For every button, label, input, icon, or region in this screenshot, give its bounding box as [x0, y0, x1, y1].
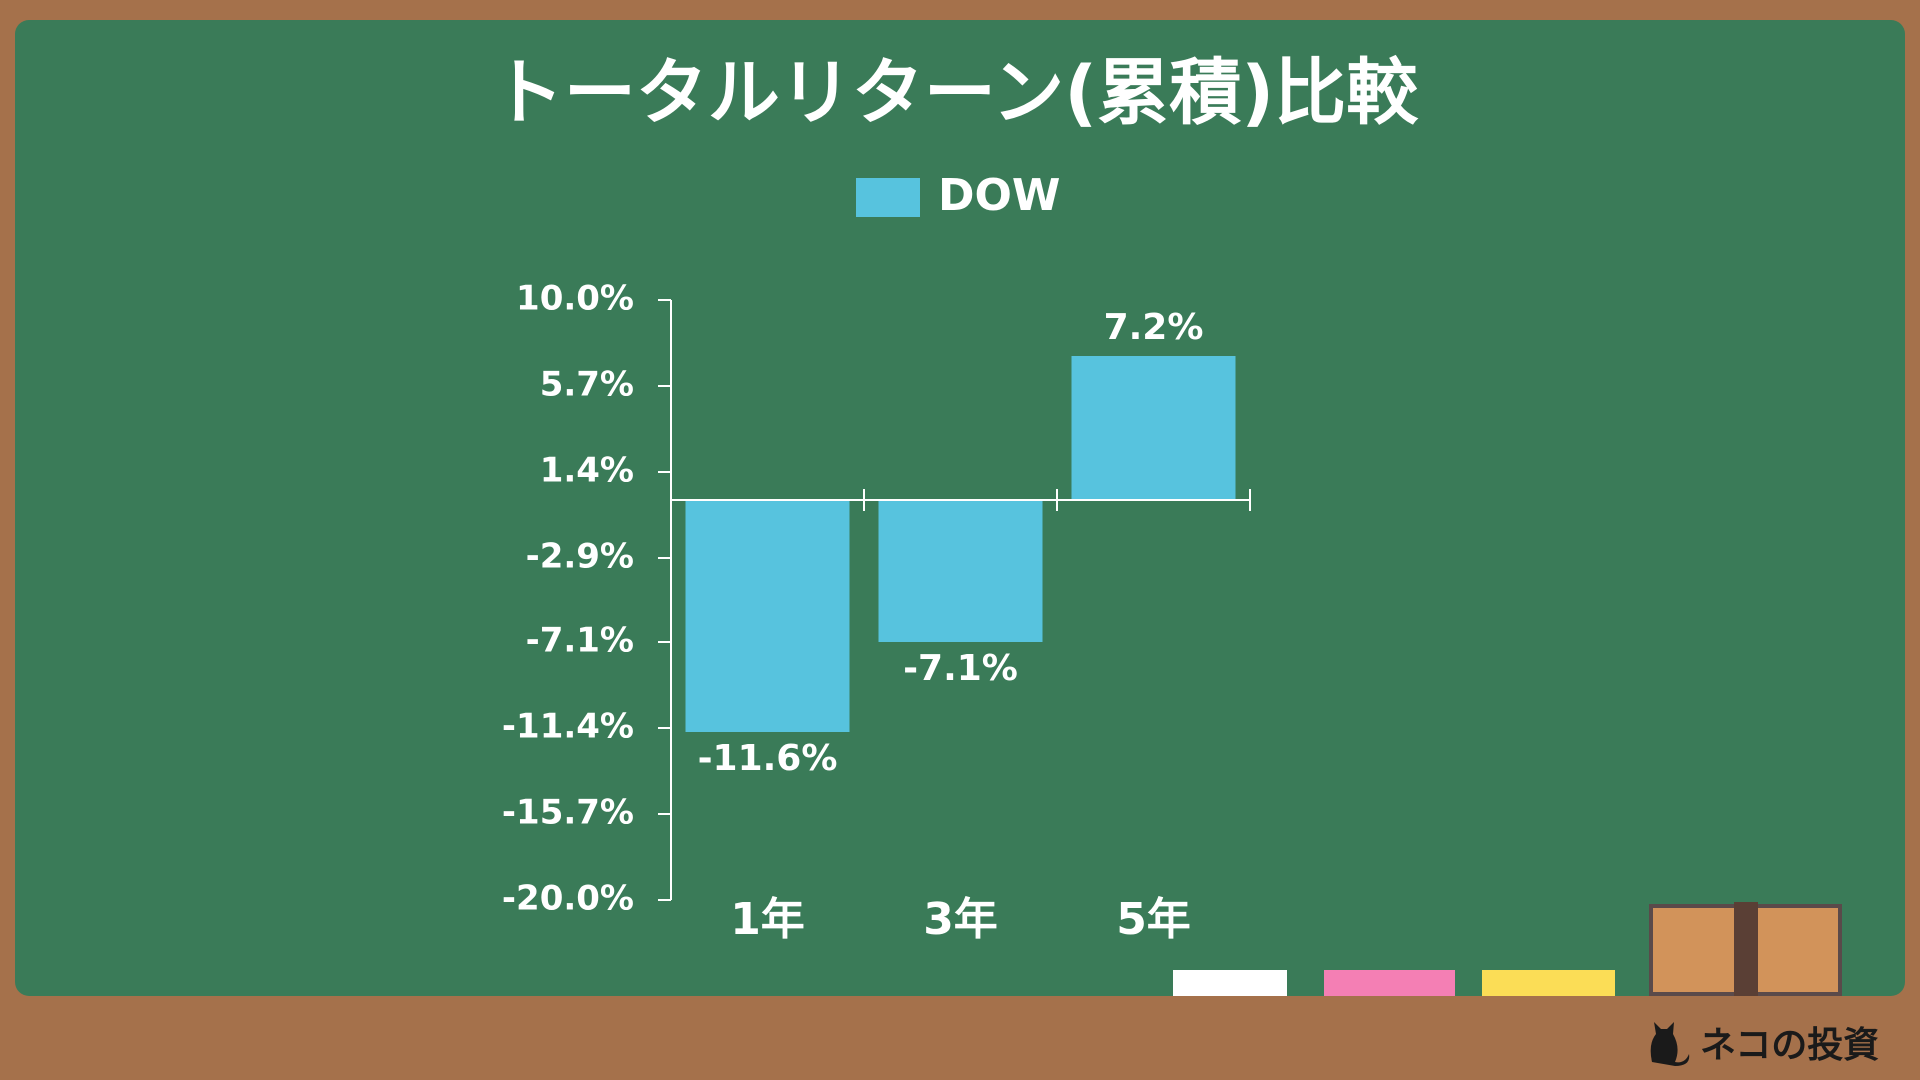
- chalk-white: [1173, 970, 1287, 996]
- y-tick-label: -2.9%: [526, 537, 634, 577]
- watermark: ネコの投資: [1700, 1025, 1879, 1066]
- y-tick-label: -15.7%: [502, 793, 634, 833]
- value-label: -7.1%: [903, 648, 1018, 689]
- y-tick-label: -20.0%: [502, 879, 634, 919]
- y-tick-label: 10.0%: [516, 279, 634, 319]
- ledge: [0, 996, 1920, 1080]
- chart-title: トータルリターン(累積)比較: [492, 51, 1419, 135]
- value-label: -11.6%: [698, 738, 838, 779]
- legend-swatch: [856, 178, 920, 217]
- eraser: [1649, 902, 1842, 996]
- x-tick-label: 5年: [1116, 894, 1191, 945]
- y-tick-label: -11.4%: [502, 707, 634, 747]
- y-tick-label: -7.1%: [526, 621, 634, 661]
- bar: [1071, 356, 1236, 500]
- bar: [685, 500, 850, 732]
- chalk-pink: [1324, 970, 1455, 996]
- value-label: 7.2%: [1104, 307, 1204, 348]
- legend-label: DOW: [938, 170, 1060, 221]
- y-tick-label: 5.7%: [540, 365, 634, 405]
- y-tick-label: 1.4%: [540, 451, 634, 491]
- x-tick-label: 1年: [730, 894, 805, 945]
- cat-icon: [1650, 1022, 1690, 1066]
- bar: [878, 500, 1043, 642]
- chalk-yellow: [1482, 970, 1615, 996]
- x-tick-label: 3年: [923, 894, 998, 945]
